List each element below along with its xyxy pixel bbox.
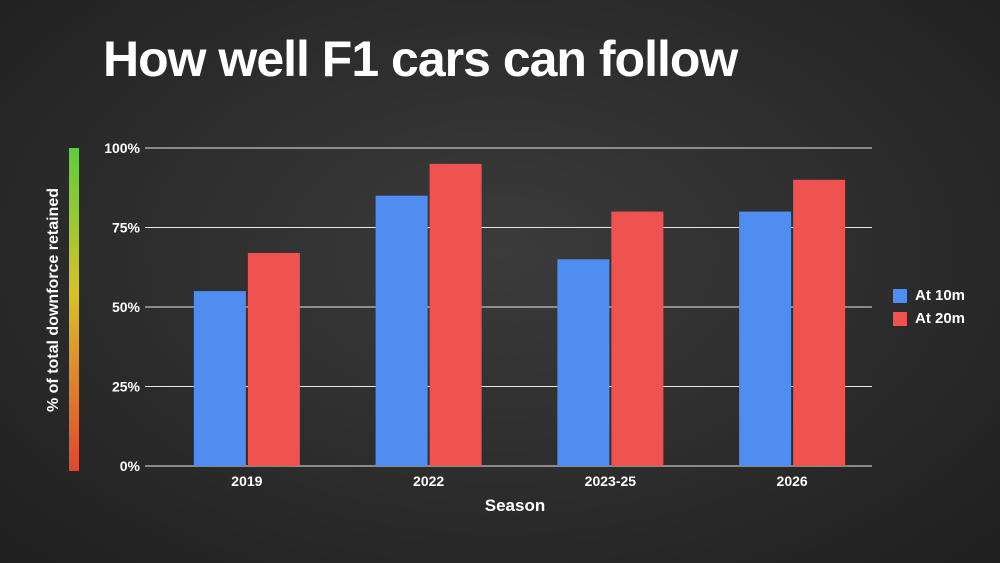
legend-swatch-20m bbox=[893, 311, 907, 326]
bar-20m-2022 bbox=[429, 163, 482, 466]
x-axis-label: Season bbox=[485, 496, 545, 515]
x-tick-label: 2019 bbox=[231, 473, 262, 489]
legend-label-10m: At 10m bbox=[915, 287, 966, 304]
y-tick-label: 75% bbox=[112, 220, 141, 236]
bars bbox=[193, 163, 846, 467]
x-tick-label: 2022 bbox=[413, 473, 444, 489]
y-tick-label: 25% bbox=[112, 379, 141, 395]
bar-10m-2026 bbox=[739, 211, 792, 466]
chart-title: How well F1 cars can follow bbox=[103, 31, 738, 87]
legend-swatch-10m bbox=[893, 288, 907, 303]
bar-10m-2022 bbox=[375, 195, 428, 466]
legend: At 10m At 20m bbox=[893, 284, 965, 330]
legend-label-20m: At 20m bbox=[915, 310, 966, 327]
y-tick-label: 50% bbox=[112, 299, 141, 315]
x-tick-label: 2026 bbox=[777, 473, 808, 489]
legend-item-10m: At 10m bbox=[893, 284, 965, 307]
bar-10m-2023-25 bbox=[557, 259, 610, 466]
bar-10m-2019 bbox=[193, 291, 246, 466]
y-tick-label: 0% bbox=[120, 458, 141, 474]
bar-20m-2019 bbox=[247, 252, 300, 466]
bar-20m-2026 bbox=[793, 179, 846, 467]
legend-item-20m: At 20m bbox=[893, 307, 965, 330]
axis-ticks: 0% 25% 50% 75% 100% 2019 2022 2023-25 2026 bbox=[104, 140, 808, 489]
downforce-gradient-bar bbox=[69, 148, 79, 471]
y-tick-label: 100% bbox=[104, 140, 140, 156]
x-tick-label: 2023-25 bbox=[585, 473, 637, 489]
bar-20m-2023-25 bbox=[611, 211, 664, 466]
